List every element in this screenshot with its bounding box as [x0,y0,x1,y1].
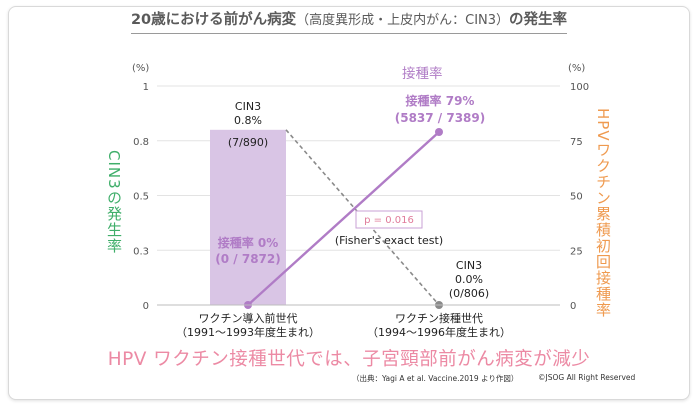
cin3-label-value: 0.8% [234,114,262,127]
category-label-years: （1994〜1996年度生まれ） [367,325,511,339]
vaccination-rate-line [247,131,440,306]
right-tick-label: 25 [570,246,583,257]
left-tick-label: 0.8 [133,137,149,148]
cin3-bar [210,129,286,305]
line-series-title: 接種率 [402,66,443,82]
left-axis-label: CIN3の発生率 [105,150,123,254]
copyright-note: ©JSOG All Right Reserved [538,373,636,382]
vaccination-label-count: (5837 / 7389) [395,111,486,125]
right-axis-unit: (%) [568,63,586,74]
left-tick-label: 0.5 [133,192,149,203]
category-label: ワクチン接種世代 [395,311,483,325]
source-note: （出典：Yagi A et al. Vaccine.2019 より作図） [352,374,519,383]
statistical-test-label: (Fisher's exact test) [335,234,443,247]
title-main: 20歳における前がん病変 [130,12,297,28]
left-axis-unit: (%) [132,63,150,74]
right-tick-label: 100 [570,82,589,93]
right-tick-label: 50 [570,192,583,203]
vaccination-rate-point [435,127,443,136]
title-suffix: の発生率 [509,12,568,28]
headline: HPV ワクチン接種世代では、子宮頸部前がん病変が減少 [107,349,591,370]
title-sub: （高度異形成・上皮内がん：CIN3） [296,13,510,28]
chart-title: 20歳における前がん病変（高度異形成・上皮内がん：CIN3）の発生率 [0,8,698,34]
right-tick-label: 0 [570,301,576,312]
left-tick-label: 1 [143,82,149,93]
category-label: ワクチン導入前世代 [199,311,298,325]
vaccination-label-count: (0 / 7872) [215,252,280,266]
chart-card [8,6,690,400]
p-value-box [355,210,423,229]
vaccination-label-rate: 接種率 0% [218,235,279,250]
left-tick-label: 0 [143,301,149,312]
right-tick-label: 75 [570,137,583,148]
cin3-label-name: CIN3 [456,259,482,272]
cin3-label-count: (7/890) [228,136,268,149]
category-label-years: （1991〜1993年度生まれ） [176,325,320,339]
right-axis-label: HPVワクチン累積初回接種率 [594,108,612,318]
cin3-label-value: 0.0% [455,273,483,286]
cin3-label-count: (0/806) [449,287,489,300]
comparison-dashed-line [285,129,440,306]
left-tick-label: 0.3 [133,246,149,257]
cin3-label-name: CIN3 [235,100,261,113]
vaccination-label-rate: 接種率 79% [406,93,475,108]
p-value-label: p = 0.016 [364,215,414,226]
